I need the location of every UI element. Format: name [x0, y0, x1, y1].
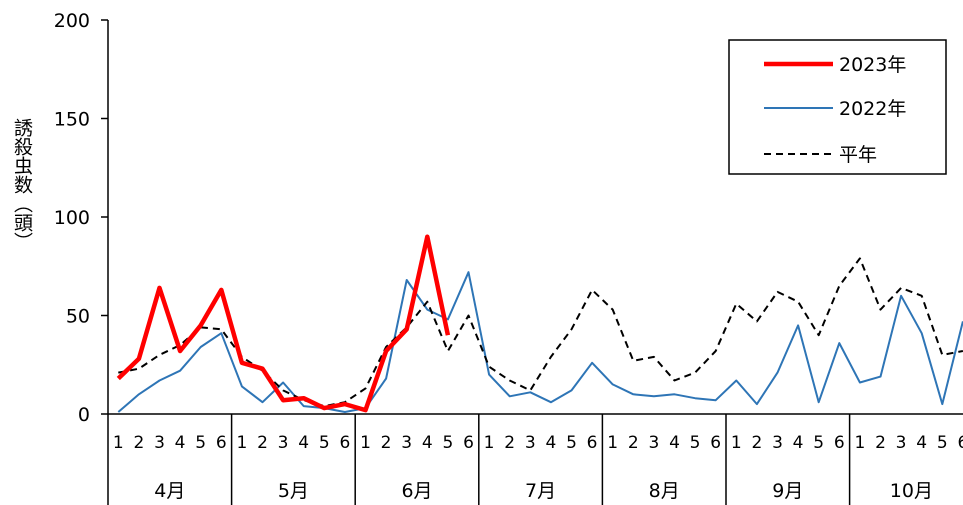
x-sub-label: 4 — [175, 433, 186, 453]
month-label: 7月 — [525, 480, 556, 502]
y-tick-label: 0 — [78, 404, 90, 426]
x-sub-label: 4 — [669, 433, 680, 453]
x-sub-label: 5 — [195, 433, 206, 453]
series-line-0 — [116, 234, 451, 413]
x-sub-label: 2 — [875, 433, 886, 453]
y-tick-label: 200 — [54, 10, 90, 32]
x-sub-label: 2 — [381, 433, 392, 453]
y-tick-label: 150 — [54, 109, 90, 131]
month-label: 5月 — [278, 480, 309, 502]
x-sub-label: 3 — [772, 433, 783, 453]
x-sub-label: 2 — [504, 433, 515, 453]
series-lines — [116, 234, 963, 413]
x-sub-label: 6 — [463, 433, 474, 453]
month-label: 4月 — [154, 480, 185, 502]
x-sub-label: 4 — [298, 433, 309, 453]
x-sub-label: 5 — [319, 433, 330, 453]
x-sub-label: 2 — [751, 433, 762, 453]
x-sub-label: 3 — [896, 433, 907, 453]
x-sub-label: 3 — [154, 433, 165, 453]
month-label: 10月 — [890, 480, 933, 502]
month-label: 9月 — [772, 480, 803, 502]
y-axis-label: 誘殺虫数（頭） — [11, 118, 33, 251]
x-sub-label: 5 — [813, 433, 824, 453]
month-label: 6月 — [401, 480, 432, 502]
legend-label-0: 2023年 — [839, 54, 906, 76]
x-sub-label: 2 — [257, 433, 268, 453]
x-sub-label: 6 — [216, 433, 227, 453]
x-sub-label: 2 — [133, 433, 144, 453]
legend-label-2: 平年 — [839, 144, 877, 166]
x-sub-label: 6 — [834, 433, 845, 453]
x-sub-label: 1 — [854, 433, 865, 453]
x-sub-label: 6 — [339, 433, 350, 453]
y-tick-label: 100 — [54, 207, 90, 229]
x-sub-label: 1 — [236, 433, 247, 453]
x-sub-label: 4 — [793, 433, 804, 453]
x-sub-label: 3 — [278, 433, 289, 453]
series-line-2 — [118, 257, 963, 408]
x-sub-label: 6 — [957, 433, 963, 453]
x-sub-label: 5 — [442, 433, 453, 453]
x-sub-label: 5 — [937, 433, 948, 453]
x-sub-label: 1 — [607, 433, 618, 453]
x-sub-label: 6 — [710, 433, 721, 453]
y-tick-labels: 0 50 100 150 200 — [54, 10, 108, 426]
x-sub-label: 1 — [113, 433, 124, 453]
x-sub-label: 2 — [628, 433, 639, 453]
x-sub-label: 4 — [916, 433, 927, 453]
x-sub-label: 5 — [566, 433, 577, 453]
x-sub-label: 1 — [731, 433, 742, 453]
x-sub-label: 3 — [648, 433, 659, 453]
legend-label-1: 2022年 — [839, 98, 906, 120]
legend-box — [728, 39, 947, 175]
x-sub-label: 1 — [484, 433, 495, 453]
x-sub-label: 1 — [360, 433, 371, 453]
month-label: 8月 — [649, 480, 680, 502]
x-sub-label: 6 — [587, 433, 598, 453]
x-sub-label: 4 — [545, 433, 556, 453]
series-line-1 — [117, 271, 963, 413]
x-sub-label: 5 — [690, 433, 701, 453]
axes — [107, 20, 963, 505]
x-sub-label: 3 — [401, 433, 412, 453]
y-tick-label: 50 — [66, 306, 90, 328]
x-sub-label: 4 — [422, 433, 433, 453]
x-sub-label: 3 — [525, 433, 536, 453]
